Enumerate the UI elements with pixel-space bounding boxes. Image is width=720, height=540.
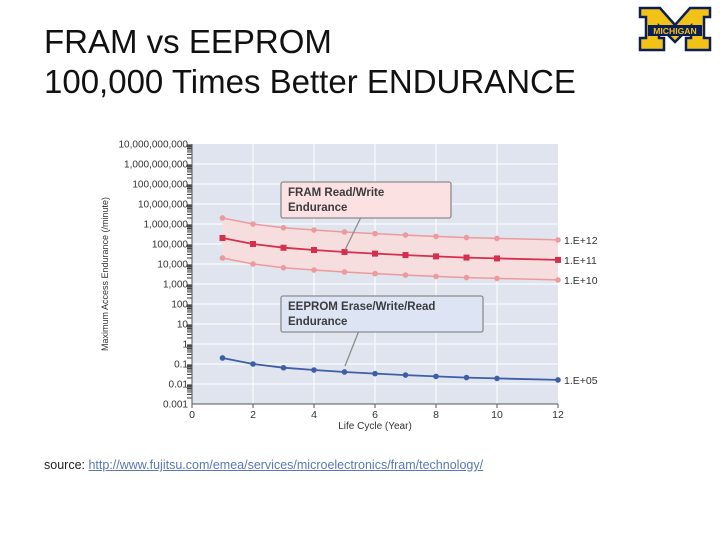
data-point-eeprom [341, 369, 348, 375]
data-point-eeprom [372, 370, 378, 377]
title-line-1: FRAM vs EEPROM [44, 23, 332, 60]
data-point-fram-lower [463, 274, 470, 281]
eeprom-callout-line1: EEPROM Erase/Write/Read [288, 301, 435, 313]
data-point-fram-upper [433, 233, 439, 240]
y-tick-label: 10,000,000,000 [118, 140, 188, 151]
series-lines [219, 215, 561, 383]
data-point-fram-upper [372, 230, 378, 237]
series-label-fram-upper: 1.E+12 [564, 235, 598, 247]
eeprom-callout-pointer [344, 327, 361, 367]
data-point-fram-upper [250, 221, 256, 227]
data-point-fram-lower [280, 264, 287, 271]
y-tick-label: 1,000,000 [144, 220, 189, 231]
data-point-fram-upper [463, 234, 470, 241]
data-point-fram-upper [402, 232, 409, 238]
data-point-eeprom [280, 364, 287, 371]
data-point-fram-main [555, 256, 561, 263]
y-tick-label: 0.001 [163, 400, 188, 411]
series-label-fram-lower: 1.E+10 [564, 275, 598, 287]
y-tick-label: 1,000,000,000 [124, 160, 188, 171]
y-tick-label: 0.1 [174, 360, 188, 371]
data-point-fram-main [250, 241, 256, 247]
x-axis-label: Life Cycle (Year) [338, 421, 412, 432]
x-tick-label: 8 [433, 409, 439, 421]
data-point-eeprom [219, 355, 226, 361]
eeprom-callout-line2: Endurance [288, 316, 347, 328]
y-tick-labels: 10,000,000,0001,000,000,000100,000,00010… [118, 140, 188, 411]
eeprom-callout [280, 295, 484, 333]
data-point-fram-lower [219, 255, 226, 261]
data-point-fram-lower [402, 272, 409, 278]
data-point-fram-main [494, 255, 500, 262]
data-point-fram-upper [311, 227, 317, 233]
data-point-eeprom [433, 373, 439, 380]
data-point-eeprom [463, 374, 470, 381]
y-tick-label: 10,000,000 [138, 200, 188, 211]
fram-callout-line1: FRAM Read/Write [288, 187, 384, 199]
fram-callout-pointer [344, 212, 364, 251]
data-point-fram-upper [219, 215, 226, 221]
data-point-eeprom [250, 361, 256, 367]
x-tick-label: 10 [491, 409, 503, 421]
y-tick-label: 0.01 [169, 380, 189, 391]
data-point-fram-main [433, 253, 439, 260]
y-tick-marks [187, 144, 192, 399]
x-tick-label: 0 [189, 409, 195, 421]
source-citation: source: http://www.fujitsu.com/emea/serv… [44, 458, 483, 472]
y-axis-label: Maximum Access Endurance (/minute) [100, 197, 110, 351]
y-tick-label: 100 [171, 300, 188, 311]
y-tick-label: 10,000 [157, 260, 188, 271]
series-label-eeprom: 1.E+05 [564, 375, 598, 387]
data-point-fram-upper [494, 235, 500, 242]
x-tick-labels: 0 2 4 6 8 10 12 [189, 409, 564, 421]
data-point-fram-lower [372, 270, 378, 277]
data-point-fram-lower [494, 275, 500, 282]
data-point-fram-main [219, 234, 226, 241]
data-point-fram-lower [555, 277, 561, 283]
source-link[interactable]: http://www.fujitsu.com/emea/services/mic… [88, 458, 484, 472]
data-point-fram-main [341, 248, 348, 255]
data-point-fram-main [372, 250, 378, 257]
fram-band [222, 218, 558, 280]
michigan-logo: MICHIGAN [638, 6, 712, 52]
data-point-fram-main [463, 254, 470, 261]
data-point-fram-upper [341, 229, 348, 235]
fram-callout-line2: Endurance [288, 202, 347, 214]
y-tick-label: 100,000 [152, 240, 189, 251]
data-point-fram-upper [280, 224, 287, 231]
y-tick-label: 1 [182, 340, 188, 351]
slide-title: FRAM vs EEPROM 100,000 Times Better ENDU… [44, 22, 576, 102]
data-point-eeprom [555, 377, 561, 383]
data-point-eeprom [494, 375, 500, 382]
data-point-fram-lower [433, 273, 439, 280]
data-point-fram-upper [555, 237, 561, 243]
endurance-chart: 10,000,000,0001,000,000,000100,000,00010… [100, 140, 598, 433]
data-point-fram-main [311, 247, 317, 254]
title-line-2: 100,000 Times Better ENDURANCE [44, 63, 576, 100]
data-point-fram-main [402, 252, 409, 259]
data-point-eeprom [402, 372, 409, 378]
x-tick-label: 12 [552, 409, 564, 421]
source-label: source: [44, 458, 85, 472]
y-tick-label: 1,000 [163, 280, 188, 291]
x-tick-label: 4 [311, 409, 317, 421]
data-point-eeprom [311, 367, 317, 373]
data-point-fram-lower [250, 261, 256, 267]
logo-text: MICHIGAN [653, 26, 696, 36]
data-point-fram-lower [311, 267, 317, 273]
data-point-fram-lower [341, 269, 348, 275]
x-tick-label: 2 [250, 409, 256, 421]
series-labels: 1.E+12 1.E+11 1.E+10 1.E+05 [564, 235, 598, 387]
y-tick-label: 10 [177, 320, 189, 331]
y-tick-label: 100,000,000 [132, 180, 188, 191]
series-label-fram-main: 1.E+11 [564, 255, 597, 267]
x-tick-label: 6 [372, 409, 378, 421]
data-point-fram-main [280, 244, 287, 251]
fram-callout [280, 181, 452, 219]
